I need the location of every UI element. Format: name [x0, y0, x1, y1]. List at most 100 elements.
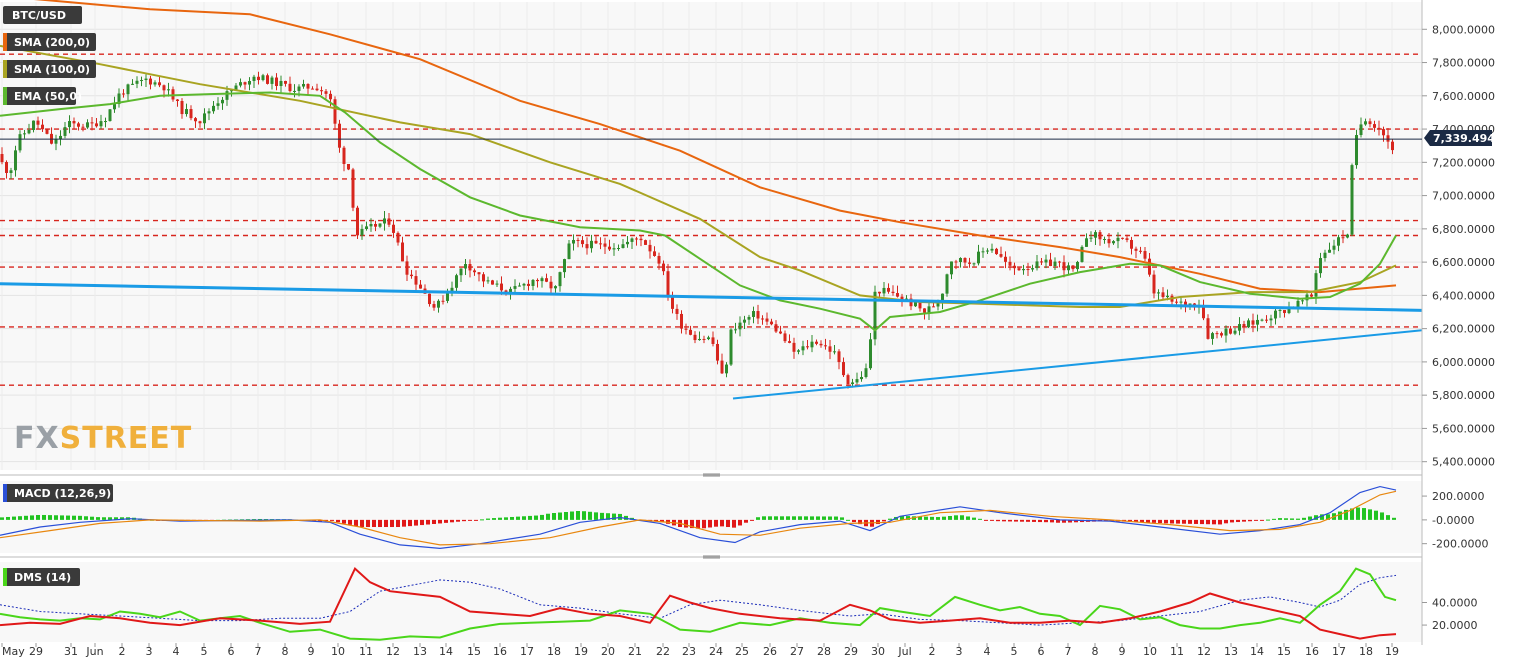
sma200-tag[interactable]: SMA (200,0) [3, 33, 96, 51]
candle-body [1386, 135, 1390, 142]
candle-body [648, 244, 652, 252]
di-minus-line [0, 566, 1397, 640]
candle-body [995, 248, 998, 255]
macd-histogram-bar [468, 519, 472, 521]
ema50-tag[interactable]: EMA (50,0) [3, 87, 82, 105]
candle-body [684, 328, 688, 330]
macd-histogram-bar [1302, 517, 1306, 520]
candle-body [792, 342, 796, 352]
candle-body [1013, 265, 1016, 269]
macd-histogram-bar [726, 519, 730, 528]
dms-tag[interactable]: DMS (14) [3, 568, 80, 586]
macd-histogram-bar [12, 516, 16, 520]
candle-body [1224, 328, 1228, 336]
candle-body [392, 224, 395, 233]
candle-body [1049, 259, 1052, 267]
candle-body [446, 292, 449, 301]
candle-body [968, 262, 971, 264]
x-tick-label: 23 [682, 645, 696, 658]
candle-body [1350, 165, 1354, 235]
candle-body [288, 83, 292, 92]
candle-body [765, 318, 769, 322]
candle-body [545, 278, 548, 282]
candle-body [468, 264, 472, 271]
symbol-tag[interactable]: BTC/USD [3, 6, 82, 24]
macd-histogram-bar [456, 519, 460, 522]
candle-body [864, 368, 868, 377]
macd-histogram-bar [1284, 518, 1288, 520]
macd-histogram-bar [1170, 519, 1174, 524]
candle-body [1121, 237, 1124, 239]
candle-body [801, 346, 805, 351]
candle-body [1161, 292, 1165, 298]
macd-histogram-bar [108, 517, 112, 520]
candle-body [896, 293, 899, 297]
candle-body [1256, 319, 1259, 325]
candle-body [1301, 300, 1304, 302]
macd-histogram-bar [600, 512, 604, 520]
x-tick-label: 14 [439, 645, 453, 658]
macd-histogram-bar [1068, 519, 1072, 523]
candle-body [378, 223, 382, 227]
candle-body [698, 338, 701, 341]
candle-body [914, 302, 917, 307]
sma100-tag[interactable]: SMA (100,0) [3, 60, 96, 78]
candle-body [203, 113, 206, 124]
x-tick-label: 24 [709, 645, 723, 658]
macd-histogram-bar [1308, 516, 1312, 520]
macd-histogram-bar [1044, 519, 1048, 523]
macd-histogram-bar [774, 516, 778, 520]
candle-body [27, 129, 31, 134]
candle-body [581, 240, 584, 245]
x-tick-label: 18 [1359, 645, 1373, 658]
macd-histogram-bar [570, 511, 574, 520]
candle-body [441, 300, 445, 302]
x-tick-label: 25 [735, 645, 749, 658]
candle-body [243, 82, 247, 85]
macd-histogram-bar [396, 519, 400, 528]
sma200-line [33, 0, 1397, 294]
candle-body [1053, 261, 1057, 267]
candle-body [842, 362, 845, 376]
candle-body [1377, 127, 1381, 130]
macd-histogram-bar [72, 515, 76, 520]
candle-body [959, 258, 962, 263]
candle-body [945, 274, 949, 294]
resize-grip-2[interactable] [703, 555, 720, 559]
candle-body [954, 261, 958, 263]
x-tick-label: 6 [228, 645, 235, 658]
candle-body [887, 287, 890, 292]
macd-histogram-bar [432, 519, 436, 524]
macd-histogram-bar [906, 516, 910, 520]
candle-body [257, 76, 260, 81]
macd-histogram-bar [1158, 519, 1162, 524]
macd-label: MACD (12,26,9) [14, 487, 111, 500]
candle-body [176, 99, 179, 102]
candle-body [1089, 237, 1093, 239]
candle-body [95, 123, 98, 127]
macd-histogram-bar [1296, 518, 1300, 520]
candle-body [306, 83, 310, 89]
candle-body [1139, 250, 1142, 252]
candle-body [428, 293, 431, 305]
macd-histogram-bar [1350, 508, 1354, 520]
candle-body [167, 89, 170, 91]
candle-body [212, 105, 215, 112]
candle-body [279, 80, 283, 87]
candle-body [1355, 135, 1358, 166]
candle-body [81, 126, 85, 128]
candle-body [1242, 324, 1246, 328]
macd-histogram-bar [924, 516, 928, 520]
x-tick-label: 15 [1277, 645, 1291, 658]
resize-grip-1[interactable] [703, 473, 720, 477]
macd-histogram-bar [408, 519, 412, 527]
macd-histogram-bar [936, 517, 940, 520]
candle-body [644, 240, 647, 245]
candle-body [563, 259, 566, 273]
macd-tag[interactable]: MACD (12,26,9) [3, 484, 113, 502]
macd-tick-label: -200.0000 [1432, 538, 1488, 551]
sma100-line [0, 44, 1397, 308]
macd-histogram-bar [1236, 519, 1240, 523]
macd-histogram-bar [1290, 518, 1294, 520]
